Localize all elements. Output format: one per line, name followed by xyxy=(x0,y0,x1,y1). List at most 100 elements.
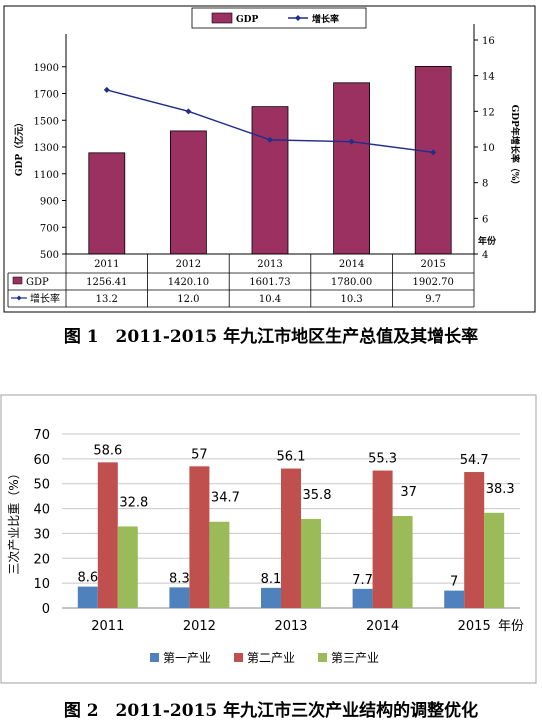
chart-frame xyxy=(3,5,536,313)
x-tick-label: 2014 xyxy=(339,259,364,270)
gdp-value-label: 1902.70 xyxy=(413,277,454,288)
y-tick-label: 900 xyxy=(40,197,59,208)
bar-value-label: 57 xyxy=(191,447,208,462)
legend-swatch xyxy=(318,653,327,662)
y-tick-label: 10 xyxy=(33,577,50,592)
gdp-bar xyxy=(169,130,207,255)
bar-value-label: 37 xyxy=(400,485,417,500)
y-tick-label: 60 xyxy=(33,453,50,468)
y-tick-label: 1100 xyxy=(34,170,59,181)
chart-industry-structure: 0 10 20 30 40 50 60 70 三次产业比重（%） 8.6 58.6 32.8 2011 8… xyxy=(0,394,537,684)
y-tick-label: 0 xyxy=(42,602,50,617)
bar-1 xyxy=(169,587,190,608)
y2-tick-label: 6 xyxy=(482,214,488,225)
y-tick-label: 1900 xyxy=(34,63,59,74)
x-tick-label: 2013 xyxy=(274,619,307,634)
bar-2 xyxy=(97,462,118,608)
y-tick-label: 20 xyxy=(33,552,50,567)
x-tick-label: 2011 xyxy=(94,259,119,270)
bar-1 xyxy=(444,590,465,608)
gdp-bar xyxy=(251,106,289,255)
growth-point xyxy=(348,138,355,145)
growth-point xyxy=(185,108,192,115)
bar-value-label: 8.3 xyxy=(169,571,190,586)
y2-tick-label: 4 xyxy=(482,250,488,261)
bar-3 xyxy=(392,516,413,608)
table-gdp-label: GDP xyxy=(26,277,49,288)
y2-tick-label: 8 xyxy=(482,179,488,190)
y-tick-label: 40 xyxy=(33,503,50,518)
growth-point xyxy=(430,149,437,156)
bar-value-label: 55.3 xyxy=(368,452,397,467)
bar-value-label: 54.7 xyxy=(460,453,489,468)
figure-2-caption: 图 2 2011-2015 年九江市三次产业结构的调整优化 xyxy=(63,701,479,721)
bar-value-label: 34.7 xyxy=(211,491,240,506)
bar-value-label: 8.6 xyxy=(77,571,98,586)
y-tick-label: 30 xyxy=(33,527,50,542)
legend-box xyxy=(191,7,367,29)
y2-axis-title: GDP年增长率（%） xyxy=(509,105,521,190)
bar-value-label: 7.7 xyxy=(352,573,373,588)
growth-point xyxy=(267,136,273,143)
gdp-value-label: 1256.41 xyxy=(86,277,127,288)
legend-label: 第二产业 xyxy=(247,651,295,665)
growth-value-label: 9.7 xyxy=(425,294,441,305)
gdp-bar xyxy=(333,82,371,255)
y-tick-label: 500 xyxy=(40,250,59,261)
y-tick-label: 70 xyxy=(33,428,50,443)
legend-label: 第三产业 xyxy=(331,651,379,665)
x-tick-label: 2015 xyxy=(458,619,491,634)
x-unit-label: 年份 xyxy=(478,235,497,247)
legend-gdp-swatch xyxy=(211,12,233,24)
y-tick-label: 700 xyxy=(40,223,59,234)
y-tick-label: 1700 xyxy=(34,90,59,101)
figure-1-caption: 图 1 2011-2015 年九江市地区生产总值及其增长率 xyxy=(63,327,479,347)
bar-3 xyxy=(209,521,230,608)
bar-2 xyxy=(189,466,210,608)
y-axis-title: GDP（亿元） xyxy=(13,118,25,176)
x-tick-label: 2013 xyxy=(257,259,282,270)
bar-value-label: 58.6 xyxy=(93,443,122,458)
y2-tick-label: 16 xyxy=(482,36,495,47)
bar-3 xyxy=(117,526,138,608)
x-tick-label: 2012 xyxy=(176,259,201,270)
gdp-value-label: 1601.73 xyxy=(249,277,290,288)
x-tick-label: 2012 xyxy=(183,619,216,634)
bar-2 xyxy=(372,470,393,608)
bar-value-label: 56.1 xyxy=(277,450,306,465)
y-tick-label: 1500 xyxy=(34,116,59,127)
legend-swatch xyxy=(234,653,243,662)
growth-point xyxy=(103,86,110,93)
table-growth-label: 增长率 xyxy=(30,292,60,305)
bar-value-label: 7 xyxy=(450,575,458,590)
gdp-bar xyxy=(414,65,452,255)
chart-gdp: 500 700 900 1100 1300 1500 1700 1900 4 6 8 10 12 14 16… xyxy=(3,5,536,313)
bar-value-label: 35.8 xyxy=(303,488,332,503)
bar-3 xyxy=(484,512,505,608)
bar-value-label: 32.8 xyxy=(119,495,148,510)
y2-tick-label: 14 xyxy=(482,72,495,83)
bar-value-label: 38.3 xyxy=(486,482,515,497)
legend-swatch xyxy=(150,653,159,662)
gdp-value-label: 1420.10 xyxy=(168,277,209,288)
bar-value-label: 8.1 xyxy=(261,572,282,587)
legend-label: 第一产业 xyxy=(163,651,211,665)
legend-growth-label: 增长率 xyxy=(312,13,339,25)
x-tick-label: 2015 xyxy=(420,259,445,270)
x-tick-label: 2014 xyxy=(366,619,399,634)
table-gdp-swatch xyxy=(12,276,23,285)
growth-value-label: 12.0 xyxy=(177,294,199,305)
legend-growth-marker xyxy=(295,15,301,21)
x-tick-label: 2011 xyxy=(91,619,124,634)
growth-value-label: 10.4 xyxy=(259,294,281,305)
growth-value-label: 13.2 xyxy=(96,294,118,305)
gdp-bar xyxy=(88,152,126,255)
bar-3 xyxy=(301,519,321,608)
y-axis-title: 三次产业比重（%） xyxy=(7,467,21,574)
y2-tick-label: 12 xyxy=(482,107,495,118)
legend-gdp-label: GDP xyxy=(236,15,258,25)
table-growth-marker xyxy=(16,295,22,301)
gdp-value-label: 1780.00 xyxy=(331,277,372,288)
bar-2 xyxy=(464,472,485,608)
bar-1 xyxy=(261,587,281,608)
